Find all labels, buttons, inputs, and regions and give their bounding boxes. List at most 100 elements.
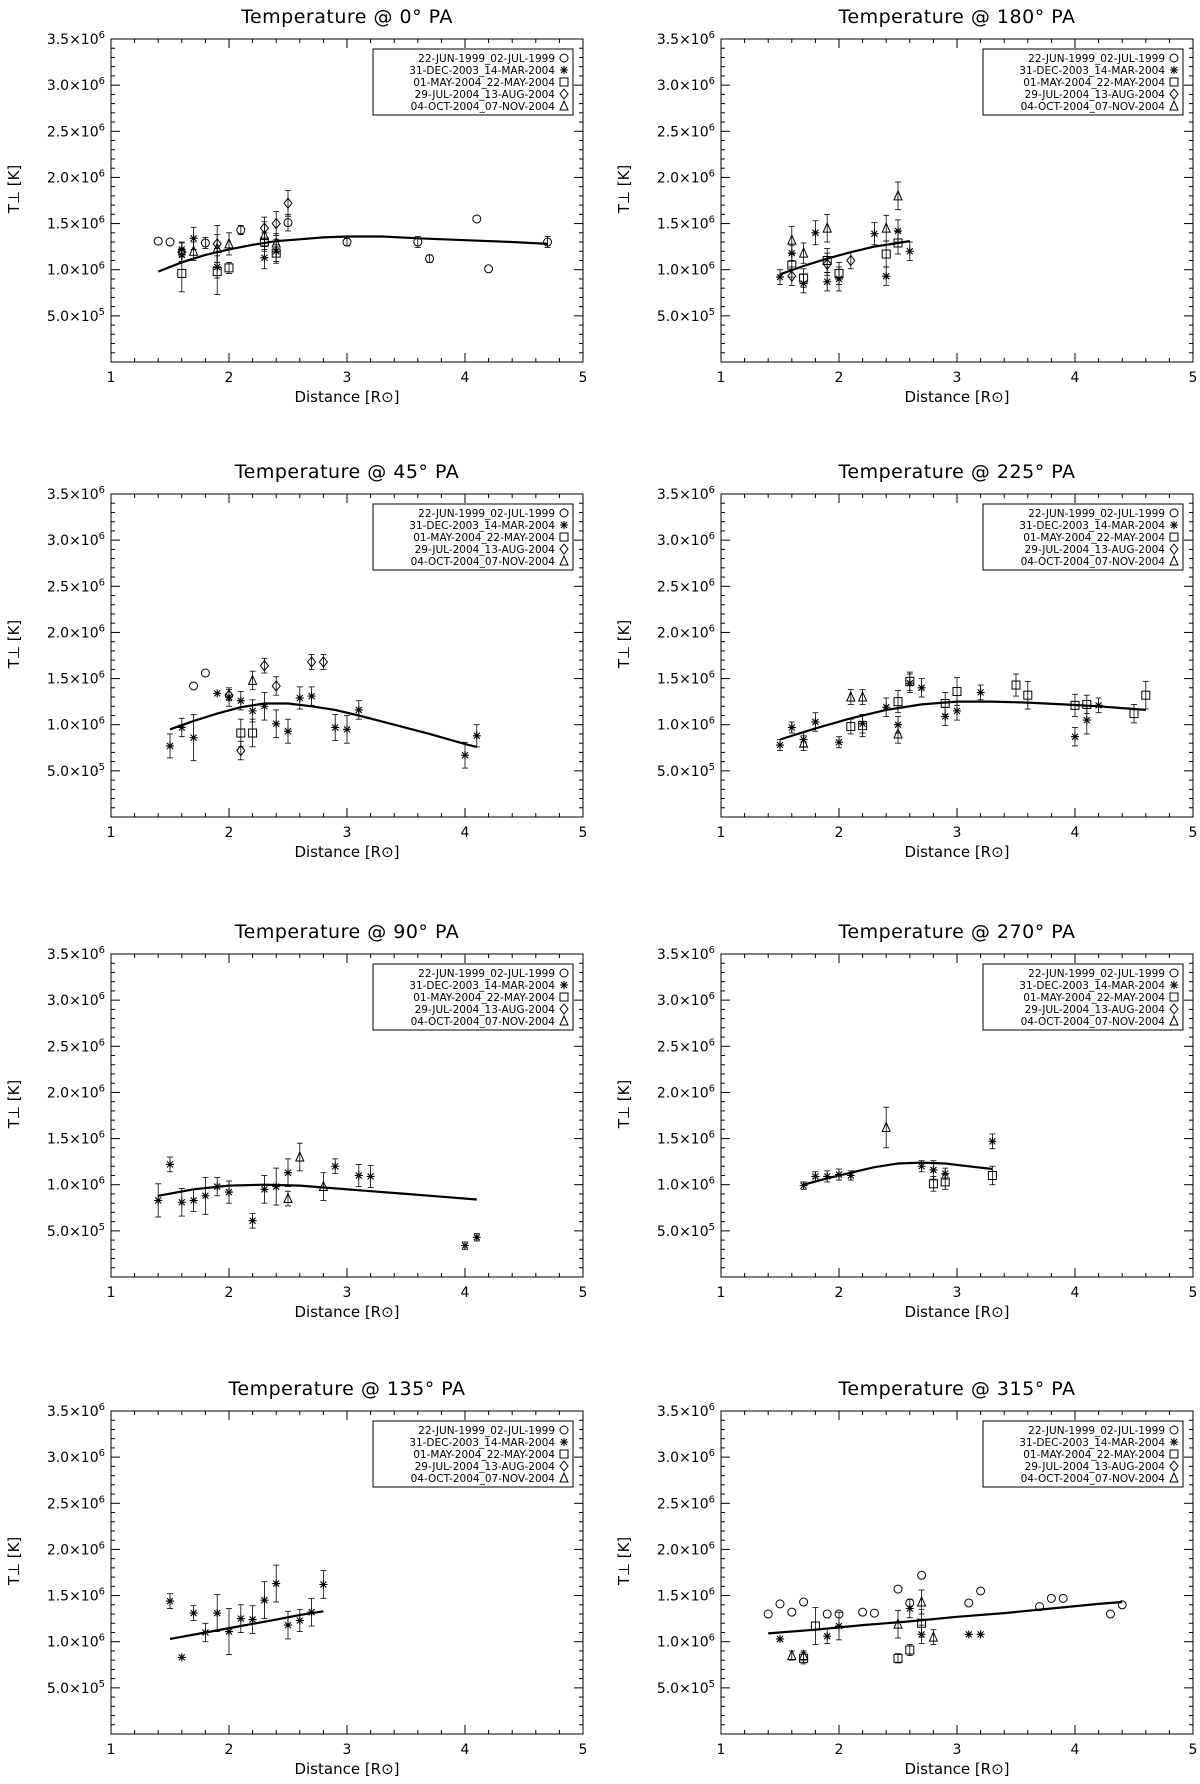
data-point — [1082, 694, 1092, 715]
data-point — [928, 1176, 938, 1192]
data-point — [835, 1168, 843, 1181]
data-point — [236, 225, 246, 236]
legend-entry-label: 04-OCT-2004_07-NOV-2004 — [1021, 1016, 1166, 1028]
y-tick-label: 1.0×106 — [47, 1176, 105, 1194]
x-tick-label: 2 — [835, 370, 844, 386]
y-axis-label: T⊥ [K] — [5, 620, 23, 670]
y-tick-label: 3.5×106 — [47, 945, 105, 963]
data-point — [354, 700, 363, 720]
legend-marker-asterisk — [560, 521, 568, 529]
legend-entry-label: 29-JUL-2004_13-AUG-2004 — [1025, 1461, 1166, 1473]
marker-asterisk — [941, 1169, 950, 1178]
data-point — [166, 1593, 174, 1609]
marker-circle — [1169, 508, 1179, 518]
chart-title: Temperature @ 0° PA — [240, 6, 453, 28]
marker-square — [917, 1618, 927, 1628]
marker-square — [940, 698, 950, 708]
y-tick-label: 3.5×106 — [657, 30, 715, 48]
data-point — [893, 231, 903, 255]
y-tick-label: 5.0×105 — [47, 762, 105, 780]
data-point — [224, 261, 234, 274]
y-tick-label: 5.0×105 — [47, 1679, 105, 1697]
marker-asterisk — [882, 272, 891, 281]
legend: 22-JUN-1999_02-JUL-199931-DEC-2003_14-MA… — [372, 1420, 574, 1488]
legend: 22-JUN-1999_02-JUL-199931-DEC-2003_14-MA… — [372, 503, 574, 571]
marker-circle — [1169, 53, 1179, 63]
data-point — [271, 676, 281, 696]
marker-asterisk — [905, 247, 914, 256]
marker-asterisk — [461, 751, 469, 760]
y-tick-label: 2.5×106 — [47, 1494, 105, 1512]
marker-asterisk — [776, 741, 784, 750]
marker-triangle — [1169, 554, 1179, 566]
data-point — [425, 254, 435, 264]
data-point — [846, 718, 856, 735]
data-point — [787, 721, 796, 734]
marker-asterisk — [272, 1579, 281, 1588]
legend: 22-JUN-1999_02-JUL-199931-DEC-2003_14-MA… — [982, 503, 1184, 571]
data-point — [799, 1181, 808, 1190]
x-tick-label: 2 — [225, 370, 234, 386]
marker-triangle — [881, 221, 891, 233]
marker-asterisk — [213, 1182, 222, 1191]
data-point — [799, 268, 809, 288]
data-point — [236, 740, 246, 761]
y-tick-label: 2.0×106 — [47, 1083, 105, 1101]
data-point — [869, 1608, 879, 1618]
data-point — [787, 225, 797, 255]
legend-entry-label: 31-DEC-2003_14-MAR-2004 — [1019, 520, 1165, 532]
marker-square — [810, 1621, 820, 1631]
data-point — [247, 670, 258, 691]
legend-marker-diamond — [1169, 1460, 1179, 1472]
marker-asterisk — [560, 66, 568, 74]
x-tick-label: 1 — [717, 1742, 726, 1758]
data-point — [917, 678, 926, 698]
chart-panel-4: Temperature @ 90° PA 1 2 3 4 5 5.0×105 1.0×106 1… — [5, 921, 587, 1321]
marker-diamond — [1169, 88, 1179, 100]
data-point — [248, 1605, 257, 1634]
marker-asterisk — [260, 1596, 269, 1605]
marker-diamond — [787, 270, 797, 282]
legend-marker-asterisk — [1170, 66, 1178, 74]
legend-box — [372, 503, 574, 571]
marker-asterisk — [189, 1609, 198, 1618]
data-point — [776, 269, 784, 285]
legend-marker-triangle — [1169, 1014, 1179, 1026]
data-point — [484, 264, 494, 274]
marker-asterisk — [811, 1172, 820, 1181]
marker-square — [1141, 690, 1151, 700]
legend-entry-label: 01-MAY-2004_22-MAY-2004 — [413, 77, 555, 89]
data-point — [166, 733, 174, 759]
x-tick-label: 5 — [1189, 825, 1198, 841]
y-tick-label: 2.0×106 — [657, 1540, 715, 1558]
marker-asterisk — [1082, 716, 1091, 725]
y-axis-label: T⊥ [K] — [5, 1080, 23, 1130]
x-tick-label: 1 — [717, 825, 726, 841]
marker-square — [177, 268, 187, 278]
legend-entry-label: 29-JUL-2004_13-AUG-2004 — [415, 544, 556, 556]
marker-asterisk — [248, 706, 257, 715]
marker-diamond — [1169, 1460, 1179, 1472]
legend-entry-label: 22-JUN-1999_02-JUL-1999 — [1028, 1425, 1165, 1437]
marker-asterisk — [941, 712, 950, 721]
legend-box — [982, 963, 1184, 1031]
data-point — [212, 234, 222, 263]
legend-entry-label: 01-MAY-2004_22-MAY-2004 — [413, 1449, 555, 1461]
data-point — [331, 714, 340, 741]
data-point — [188, 241, 199, 261]
y-tick-label: 2.5×106 — [657, 122, 715, 140]
marker-asterisk — [177, 1653, 186, 1662]
legend-marker-square — [1169, 532, 1179, 542]
marker-triangle — [893, 727, 903, 739]
marker-triangle — [798, 736, 809, 748]
x-tick-label: 4 — [461, 1285, 470, 1301]
marker-triangle — [1169, 1471, 1179, 1483]
marker-asterisk — [976, 1630, 985, 1639]
marker-triangle — [188, 245, 199, 256]
marker-square — [893, 1653, 903, 1663]
x-tick-label: 5 — [579, 825, 588, 841]
y-tick-label: 2.0×106 — [47, 1540, 105, 1558]
x-tick-label: 1 — [717, 370, 726, 386]
y-tick-label: 1.0×106 — [47, 261, 105, 279]
data-point — [976, 1586, 986, 1596]
